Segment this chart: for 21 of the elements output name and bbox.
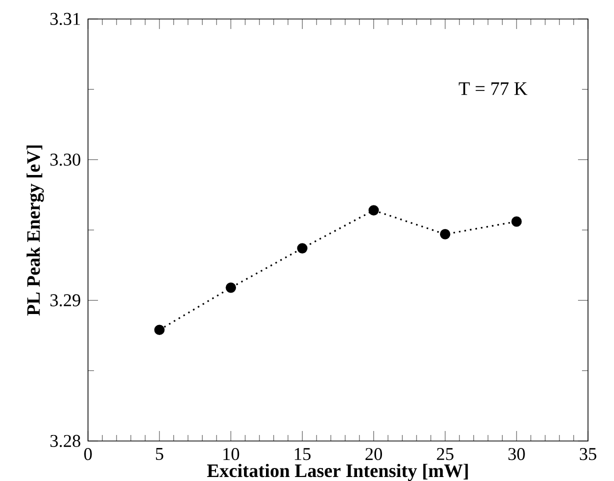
y-axis-title: PL Peak Energy [eV]: [26, 145, 44, 316]
y-tick-label: 3.31: [50, 12, 80, 26]
x-tick-label: 15: [294, 448, 311, 460]
point: [368, 205, 379, 216]
annotation: T = 77 K: [458, 82, 528, 95]
point: [226, 282, 236, 293]
x-tick-label: 35: [580, 448, 596, 460]
y-tick-label: 3.29: [50, 294, 80, 306]
x-axis-title: Excitation Laser Intensity [mW]: [207, 464, 468, 481]
x-tick-label: 10: [223, 448, 240, 460]
x-tick-label: 20: [366, 448, 382, 460]
point: [297, 243, 308, 254]
y-tick-label: 3.30: [50, 154, 80, 166]
x-tick-label: 5: [156, 448, 164, 460]
x-tick-label: 0: [84, 448, 92, 460]
point: [440, 229, 450, 240]
point: [154, 324, 165, 336]
point: [511, 216, 522, 227]
x-tick-label: 30: [508, 448, 525, 460]
y-tick-label: 3.28: [50, 434, 80, 448]
x-tick-label: 25: [436, 448, 454, 460]
